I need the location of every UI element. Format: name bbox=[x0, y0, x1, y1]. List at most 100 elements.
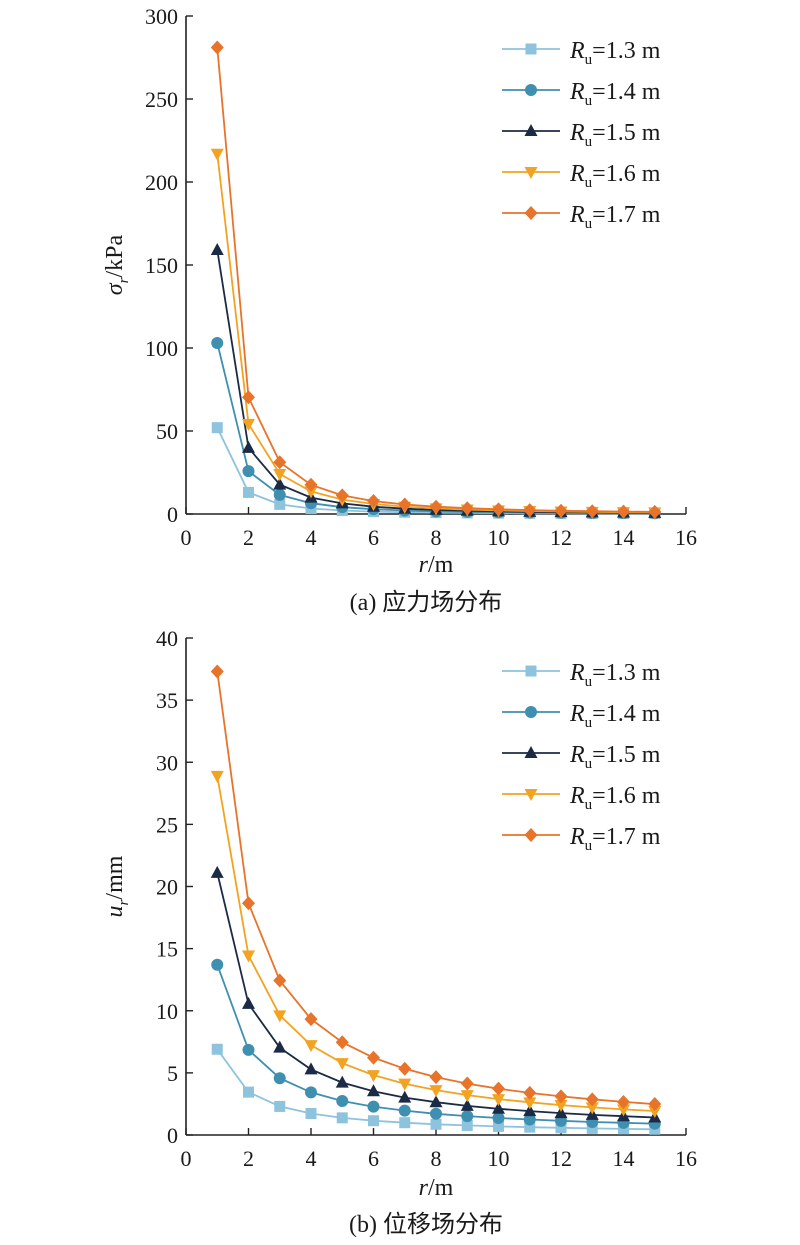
legend-marker bbox=[524, 124, 538, 136]
legend-label-sub: u bbox=[585, 93, 593, 109]
data-point bbox=[523, 1104, 537, 1117]
legend-label-sub: u bbox=[585, 756, 593, 772]
data-point bbox=[242, 896, 255, 911]
data-point bbox=[554, 1100, 568, 1113]
series-1 bbox=[211, 337, 661, 520]
data-point bbox=[242, 950, 255, 963]
legend-label-rest: =1.7 m bbox=[592, 824, 661, 850]
legend-marker bbox=[525, 43, 537, 55]
y-axis-title: σr/kPa bbox=[102, 234, 132, 295]
series-4 bbox=[210, 40, 662, 519]
data-point bbox=[273, 1040, 287, 1053]
data-point bbox=[398, 1090, 412, 1103]
data-point bbox=[460, 1076, 474, 1091]
data-point bbox=[554, 1089, 568, 1104]
data-point bbox=[210, 40, 224, 55]
legend-label-sub: u bbox=[585, 175, 593, 191]
legend-marker bbox=[524, 206, 538, 220]
data-point bbox=[367, 494, 380, 509]
figure-caption: (a) 应力场分布 bbox=[350, 589, 503, 616]
x-tick-label: 2 bbox=[243, 525, 254, 550]
data-point bbox=[304, 477, 318, 492]
data-point bbox=[493, 1120, 504, 1132]
y-tick-label: 10 bbox=[156, 999, 178, 1024]
y-tick-label: 250 bbox=[145, 87, 178, 112]
data-point bbox=[617, 504, 630, 519]
legend-label-rest: =1.4 m bbox=[592, 79, 661, 105]
legend-label-sub: u bbox=[585, 715, 593, 731]
series-4 bbox=[210, 664, 662, 1112]
data-point bbox=[305, 1108, 317, 1120]
data-point bbox=[335, 1035, 349, 1050]
data-point bbox=[617, 1104, 630, 1117]
legend-label: Ru=1.4 m bbox=[569, 701, 661, 731]
data-point bbox=[585, 1102, 599, 1115]
legend-label: Ru=1.5 m bbox=[569, 742, 661, 772]
data-point bbox=[523, 503, 537, 518]
y-tick-label: 25 bbox=[156, 812, 178, 837]
legend-label: Ru=1.7 m bbox=[569, 202, 661, 232]
y-tick-label: 40 bbox=[156, 626, 178, 651]
legend-label-rest: =1.4 m bbox=[592, 701, 661, 727]
x-tick-label: 6 bbox=[368, 525, 379, 550]
chart-panel-b: 0 2 4 6 8 10 12 14 160510152025303540r/mur/mmRu=… bbox=[102, 626, 697, 1238]
data-point bbox=[210, 664, 224, 679]
data-point bbox=[242, 996, 255, 1009]
legend-marker bbox=[524, 167, 538, 179]
data-point bbox=[211, 337, 224, 350]
legend-label-sub: u bbox=[585, 52, 593, 68]
data-point bbox=[461, 1119, 473, 1131]
data-point bbox=[242, 465, 255, 478]
series-line bbox=[216, 775, 655, 1112]
series-line bbox=[216, 671, 655, 1105]
x-tick-label: 6 bbox=[368, 1146, 379, 1171]
data-point bbox=[242, 1043, 255, 1056]
y-axis-subscript: r bbox=[116, 277, 132, 283]
data-point bbox=[430, 1118, 442, 1130]
legend-marker bbox=[525, 665, 537, 677]
legend-label: Ru=1.5 m bbox=[569, 120, 661, 150]
legend-label-sub: u bbox=[585, 134, 593, 150]
legend-label-rest: =1.3 m bbox=[592, 38, 661, 64]
y-axis-unit: /mm bbox=[102, 855, 128, 899]
data-point bbox=[648, 504, 662, 519]
y-tick-label: 15 bbox=[156, 937, 178, 962]
legend-label-main: R bbox=[569, 38, 585, 64]
x-tick-label: 0 bbox=[181, 1146, 192, 1171]
data-point bbox=[274, 498, 286, 510]
legend-marker bbox=[525, 706, 537, 718]
data-point bbox=[211, 422, 223, 434]
legend-label-sub: u bbox=[585, 838, 593, 854]
data-point bbox=[367, 1084, 380, 1097]
x-tick-label: 8 bbox=[431, 1146, 442, 1171]
y-axis-var: σ bbox=[102, 282, 128, 295]
data-point bbox=[336, 1112, 348, 1124]
data-point bbox=[555, 1122, 567, 1134]
legend-label-rest: =1.6 m bbox=[592, 161, 661, 187]
data-point bbox=[429, 1095, 443, 1108]
data-point bbox=[492, 1081, 505, 1096]
series-0 bbox=[211, 1043, 661, 1135]
legend-label: Ru=1.6 m bbox=[569, 161, 661, 191]
x-axis-unit: /m bbox=[428, 552, 454, 578]
data-point bbox=[243, 486, 254, 498]
legend-marker bbox=[524, 828, 538, 842]
legend-label-sub: u bbox=[585, 797, 593, 813]
data-point bbox=[429, 1085, 443, 1098]
data-point bbox=[648, 1097, 662, 1112]
data-point bbox=[273, 973, 287, 988]
data-point bbox=[273, 1072, 286, 1085]
data-point bbox=[304, 486, 318, 499]
x-tick-label: 16 bbox=[675, 1146, 697, 1171]
data-point bbox=[210, 770, 224, 783]
data-point bbox=[461, 1110, 474, 1123]
y-tick-label: 5 bbox=[167, 1061, 178, 1086]
data-point bbox=[335, 1075, 349, 1088]
data-point bbox=[492, 1111, 505, 1124]
y-axis-title: ur/mm bbox=[102, 855, 132, 917]
legend-label-rest: =1.6 m bbox=[592, 783, 661, 809]
y-tick-label: 200 bbox=[145, 170, 178, 195]
data-point bbox=[211, 958, 224, 971]
x-tick-label: 12 bbox=[550, 525, 572, 550]
